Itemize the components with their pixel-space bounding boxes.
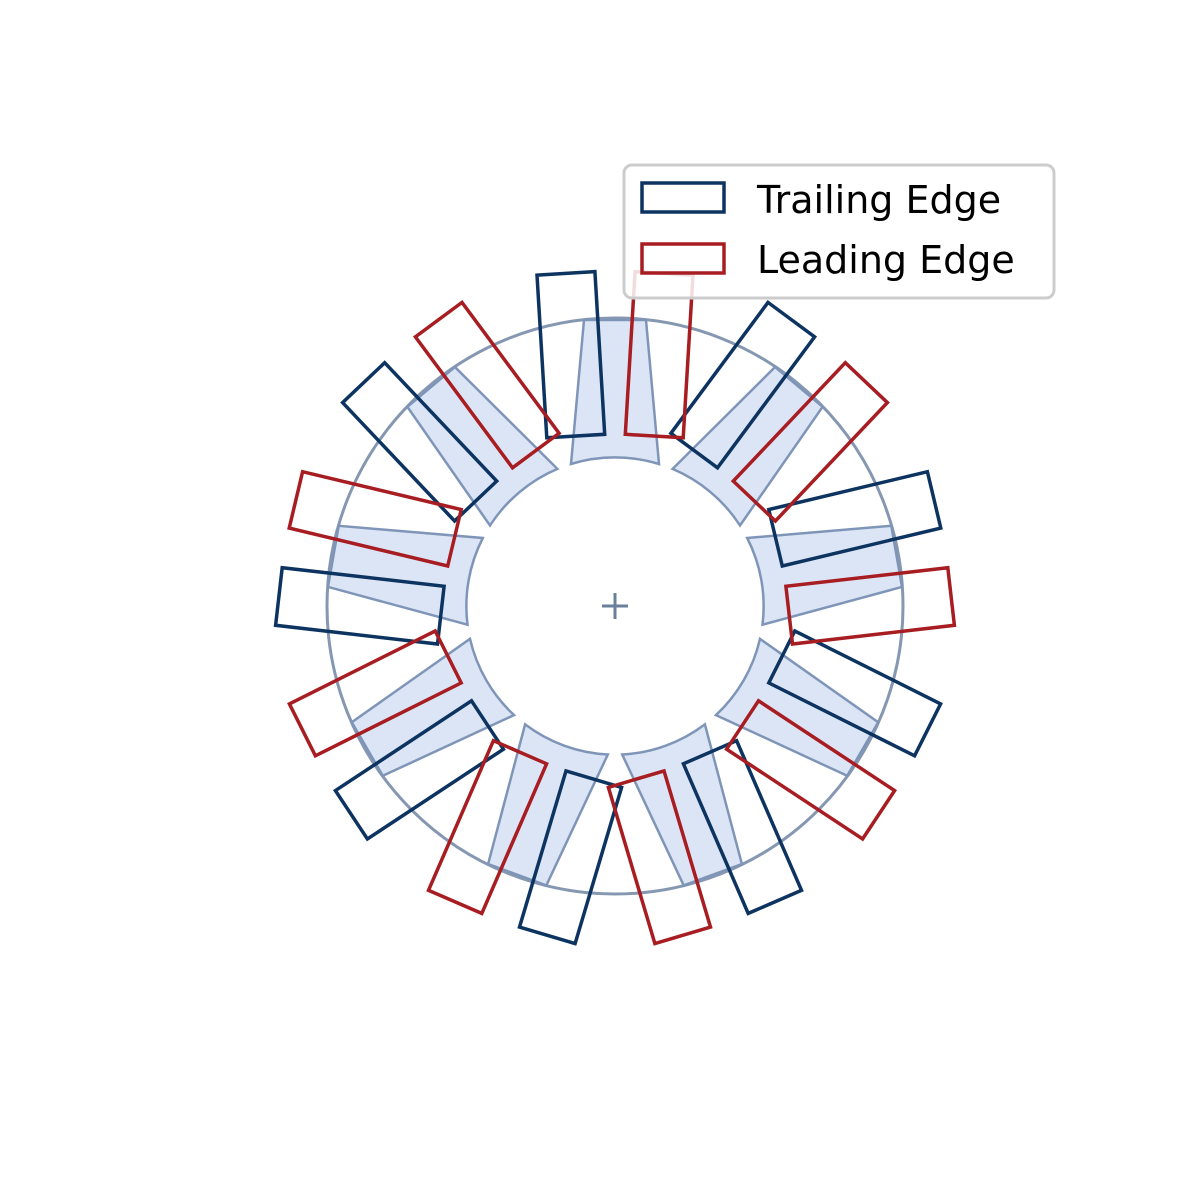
legend-swatch-leading-edge: [640, 242, 726, 275]
legend: Trailing Edge Leading Edge: [622, 163, 1056, 300]
legend-swatch-trailing-edge: [640, 181, 726, 214]
outer-circle: [325, 316, 905, 896]
trailing-edge-outline: [535, 269, 607, 440]
legend-label-leading-edge: Leading Edge: [757, 238, 1015, 282]
trailing-edge-outline: [517, 768, 624, 946]
leading-edge-outline: [606, 768, 713, 946]
trailing-edge-outline: [668, 299, 818, 471]
pole-piece: [713, 636, 880, 778]
leading-edge-outline: [287, 628, 464, 759]
trailing-edge-outline: [273, 565, 447, 646]
leading-edge-outline: [730, 360, 890, 524]
leading-edge-outlines: [287, 269, 957, 946]
leading-edge-outline: [426, 738, 549, 916]
leading-edge-outline: [783, 565, 957, 646]
trailing-edge-outline: [681, 738, 804, 916]
pole-piece: [620, 722, 744, 887]
leading-edge-outline: [724, 698, 898, 842]
legend-box: [622, 163, 1056, 300]
trailing-edge-outline: [766, 628, 943, 759]
leading-edge-outline: [287, 469, 464, 569]
pole-piece: [670, 365, 825, 528]
pole-piece: [350, 636, 517, 778]
trailing-edge-outline: [332, 698, 506, 842]
trailing-edge-outlines: [273, 269, 943, 946]
trailing-edge-outline: [766, 469, 943, 569]
center-marker: [602, 593, 628, 619]
leading-edge-outline: [412, 299, 562, 471]
pole-piece: [405, 365, 560, 528]
legend-label-trailing-edge: Trailing Edge: [756, 178, 1001, 222]
trailing-edge-outline: [340, 360, 500, 524]
pole-piece: [486, 722, 610, 887]
pole-piece: [569, 318, 661, 466]
